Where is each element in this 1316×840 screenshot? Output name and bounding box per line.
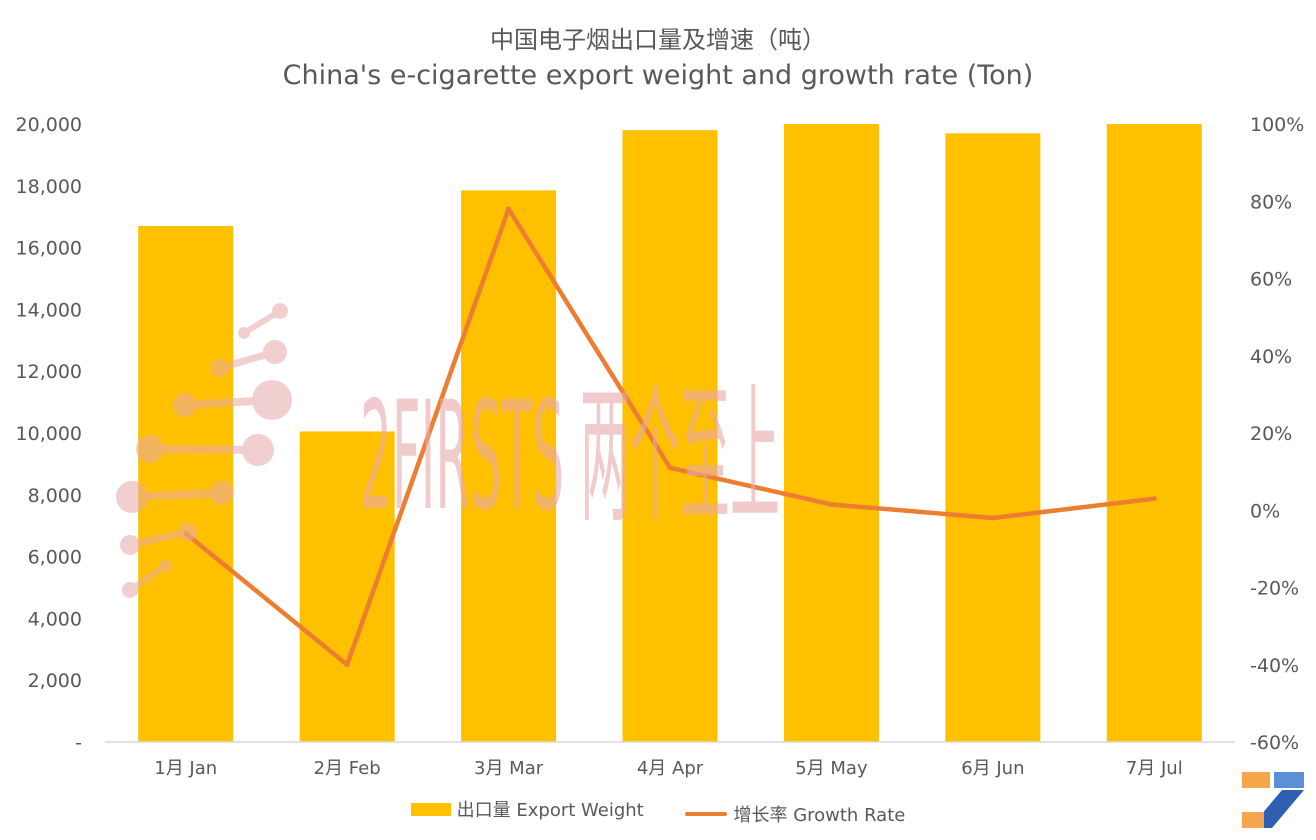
legend-label-export-weight: 出口量 Export Weight — [456, 800, 644, 821]
y-left-tick-label: - — [75, 732, 82, 754]
point-growth-rate-1 — [183, 530, 189, 536]
point-growth-rate-3 — [506, 206, 512, 212]
y-right-tick-label: 60% — [1250, 269, 1292, 291]
y-left-tick-label: 12,000 — [16, 361, 82, 383]
y-left-tick-label: 18,000 — [16, 176, 82, 198]
bar-export-weight-5 — [783, 124, 879, 742]
bar-export-weight-3 — [461, 190, 557, 742]
y-right-tick-label: -20% — [1250, 578, 1299, 600]
x-category-label: 6月 Jun — [961, 758, 1024, 779]
point-growth-rate-4 — [667, 465, 673, 471]
y-left-tick-label: 16,000 — [16, 238, 82, 260]
x-category-label: 4月 Apr — [637, 758, 704, 779]
y-left-tick-label: 6,000 — [28, 547, 82, 569]
y-left-tick-label: 8,000 — [28, 485, 82, 507]
x-category-label: 3月 Mar — [474, 758, 544, 779]
legend-swatch-bar — [410, 802, 451, 816]
y-left-tick-label: 2,000 — [28, 670, 82, 692]
bar-export-weight-2 — [299, 431, 395, 742]
chart-title: 中国电子烟出口量及增速（吨） — [490, 26, 826, 54]
y-left-tick-label: 14,000 — [16, 299, 82, 321]
y-right-tick-label: 100% — [1250, 114, 1304, 136]
legend-item-growth-rate: 增长率 Growth Rate — [685, 801, 905, 827]
legend-label-growth-rate: 增长率 Growth Rate — [733, 804, 906, 826]
combo-chart: - 2,000 4,000 6,000 8,000 10,000 12,000 14,000 1… — [16, 114, 1305, 779]
bar-export-weight-1 — [138, 225, 234, 743]
x-category-label: 7月 Jul — [1126, 758, 1183, 779]
bar-export-weight-4 — [622, 130, 718, 742]
y-left-tick-label: 20,000 — [16, 114, 82, 136]
y-right-tick-label: -40% — [1250, 655, 1299, 677]
y-left-tick-label: 4,000 — [28, 608, 82, 630]
y-left-tick-label: 10,000 — [16, 423, 82, 445]
x-category-label: 1月 Jan — [154, 758, 217, 779]
brand-logo-icon — [1242, 772, 1304, 828]
y-right-tick-label: -60% — [1250, 732, 1299, 754]
y-right-tick-label: 40% — [1250, 346, 1292, 368]
y-right-tick-label: 80% — [1250, 191, 1292, 213]
chart-legend: 出口量 Export Weight 增长率 Growth Rate — [0, 796, 1316, 827]
x-category-label: 2月 Feb — [314, 758, 381, 779]
legend-item-export-weight: 出口量 Export Weight — [410, 796, 644, 822]
point-growth-rate-5 — [828, 501, 834, 507]
bar-export-weight-6 — [945, 133, 1041, 742]
point-growth-rate-7 — [1151, 496, 1157, 502]
y-right-tick-label: 0% — [1250, 500, 1280, 522]
x-category-label: 5月 May — [795, 758, 868, 779]
point-growth-rate-2 — [344, 662, 350, 668]
point-growth-rate-6 — [990, 515, 996, 521]
chart-subtitle: China's e-cigarette export weight and gr… — [282, 60, 1034, 91]
bar-export-weight-7 — [1106, 124, 1202, 742]
legend-swatch-line — [685, 811, 728, 816]
y-right-tick-label: 20% — [1250, 423, 1292, 445]
